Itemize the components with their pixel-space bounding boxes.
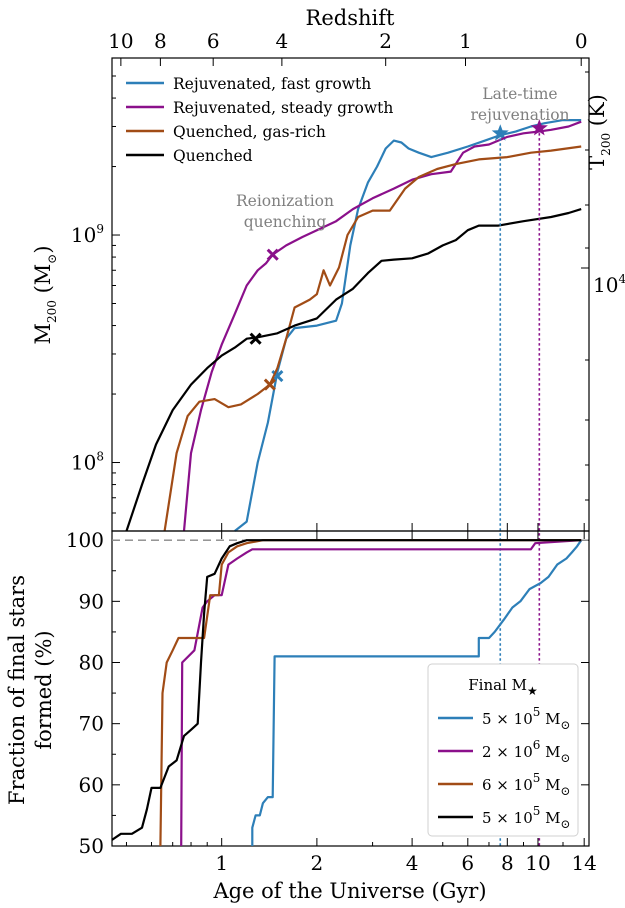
x-tick-label-6: 6 [461,851,474,875]
quench-marker-2 [263,378,276,391]
top-legend: Rejuvenated, fast growth Rejuvenated, st… [126,75,393,165]
bottom-y-axis-title-line1: Fraction of final stars [5,575,29,805]
bottom-panel-ticks: 1 2 4 6 8 10 14 50 60 70 80 90 100 [66,528,597,875]
redshift-tick-label-2: 2 [379,29,392,53]
bottom-panel-frame [111,530,590,847]
y-tick-label-50: 50 [79,834,104,858]
rejuvenation-star-1 [530,119,548,136]
rejuvenation-markers [499,128,541,846]
legend-label-quenched: Quenched [173,147,253,165]
y-tick-label-60: 60 [79,773,104,797]
legend-label-gasrich: Quenched, gas-rich [173,123,326,141]
annotation-rejuvenation: rejuvenation [470,106,569,124]
y-tick-label-90: 90 [79,589,104,613]
bottom-series-line-0 [251,539,583,846]
top-right-axis-title: T200 (K) [585,94,613,170]
redshift-tick-label-6: 6 [207,29,220,53]
bottom-legend-label-1: 2 × 106 M⊙ [482,738,571,765]
bottom-legend: Final M★ 5 × 105 M⊙ 2 × 106 M⊙ 6 × 105 M⊙ 5… [427,663,579,837]
right-y-tick-label-0: 104 [593,272,625,297]
bottom-legend-box [427,663,579,837]
top-y-tick-label-1: 109 [71,222,104,247]
top-series-line-3 [125,208,582,532]
x-tick-label-10: 10 [525,851,550,875]
redshift-tick-label-1: 1 [459,29,472,53]
legend-label-steady: Rejuvenated, steady growth [173,99,393,117]
redshift-tick-label-4: 4 [276,29,289,53]
rejuvenation-star-0 [491,124,509,141]
bottom-series-line-1 [180,539,582,847]
y-tick-label-100: 100 [66,528,104,552]
bottom-panel-series [111,539,589,847]
bottom-legend-title: Final M★ [468,676,538,698]
redshift-tick-label-0: 0 [575,29,588,53]
top-axis-title: Redshift [306,6,395,30]
bottom-series-line-2 [159,539,582,847]
redshift-tick-label-8: 8 [154,29,167,53]
x-axis-title: Age of the Universe (Gyr) [212,879,486,903]
bottom-legend-label-0: 5 × 105 M⊙ [482,705,571,732]
top-y-tick-label-0: 108 [71,450,104,475]
bottom-y-axis-title-line2: formed (%) [32,630,56,749]
y-tick-label-70: 70 [79,712,104,736]
x-tick-label-4: 4 [406,851,419,875]
quench-marker-1 [266,248,279,261]
annotation-late-time: Late-time [482,85,557,103]
top-panel-series [125,119,582,532]
bottom-legend-label-3: 5 × 105 M⊙ [482,804,571,831]
x-tick-label-2: 2 [311,851,324,875]
top-series-line-2 [163,145,582,532]
x-tick-label-1: 1 [215,851,228,875]
bottom-series-line-3 [111,539,582,841]
legend-label-fast: Rejuvenated, fast growth [173,75,371,93]
redshift-tick-label-10: 10 [108,29,133,53]
y-tick-label-80: 80 [79,651,104,675]
annotation-reionization: Reionization [236,192,334,210]
quench-marker-3 [249,332,262,345]
x-tick-label-14: 14 [571,851,596,875]
top-y-axis-title: M200 (M⊙) [31,245,59,344]
x-tick-label-8: 8 [501,851,514,875]
bottom-legend-label-2: 6 × 105 M⊙ [482,771,571,798]
annotation-quenching: quenching [244,213,327,231]
top-series-line-1 [182,120,582,532]
top-panel-ticks: 108 109 104 [71,57,625,531]
redshift-ticks: 10 8 6 4 2 1 0 [108,29,588,66]
